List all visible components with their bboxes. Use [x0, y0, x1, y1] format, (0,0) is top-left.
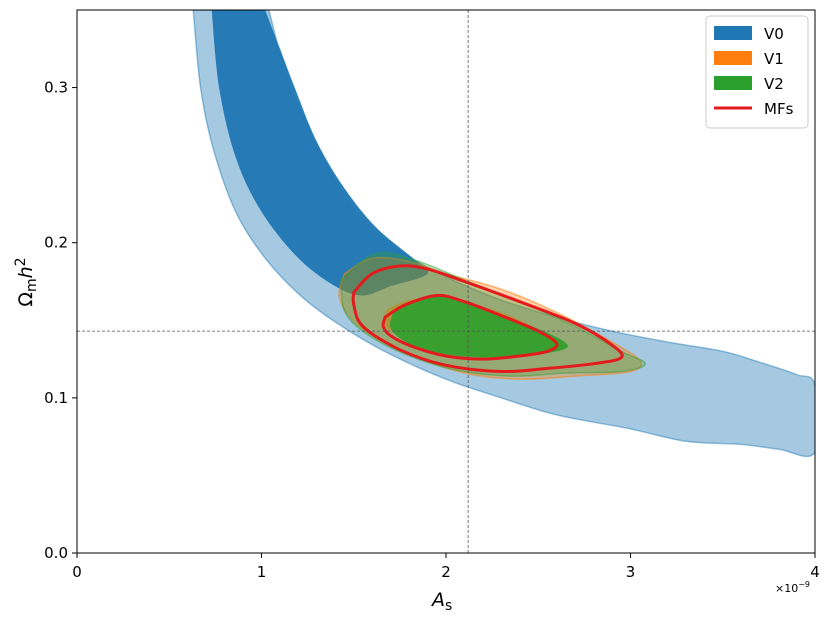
x-tick-label: 2 — [441, 563, 451, 581]
y-axis-label: Ωmh2 — [13, 257, 40, 306]
x-tick-label: 4 — [810, 563, 820, 581]
legend-box — [705, 15, 809, 129]
y-tick-label: 0.2 — [44, 234, 68, 252]
x-axis: 0 1 2 3 4 — [72, 553, 820, 581]
contour-layer — [192, 10, 815, 458]
y-tick-label: 0.0 — [44, 544, 68, 562]
legend-label-v2: V2 — [764, 75, 784, 93]
y-tick-label: 0.1 — [44, 389, 68, 407]
v0-inner-contour — [211, 10, 429, 296]
v2-inner-contour — [389, 295, 568, 358]
legend-label-mfs: MFs — [764, 100, 794, 118]
x-tick-label: 1 — [257, 563, 267, 581]
x-exponent-label: ×10−9 — [775, 580, 810, 595]
x-axis-label: As — [430, 589, 452, 614]
legend-swatch-v0 — [714, 26, 752, 40]
legend: V0 V1 V2 MFs — [705, 15, 809, 129]
legend-swatch-v2 — [714, 76, 752, 90]
reference-lines — [77, 10, 815, 553]
mfs-inner-contour — [381, 293, 559, 361]
x-tick-label: 3 — [626, 563, 636, 581]
x-tick-label: 0 — [72, 563, 82, 581]
mfs-outer-contour — [351, 264, 624, 374]
legend-label-v0: V0 — [764, 25, 784, 43]
y-axis: 0.0 0.1 0.2 0.3 — [44, 79, 77, 562]
legend-swatch-v1 — [714, 51, 752, 65]
legend-label-v1: V1 — [764, 50, 784, 68]
y-tick-label: 0.3 — [44, 79, 68, 97]
